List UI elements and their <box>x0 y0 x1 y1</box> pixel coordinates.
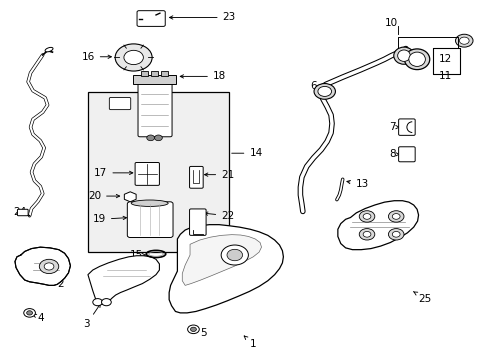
Text: 8: 8 <box>388 149 398 159</box>
Circle shape <box>391 213 399 219</box>
Text: 21: 21 <box>204 170 234 180</box>
Text: 23: 23 <box>169 13 235 22</box>
Polygon shape <box>182 235 261 285</box>
Text: 17: 17 <box>94 168 133 178</box>
Bar <box>161 71 167 76</box>
Circle shape <box>27 311 32 315</box>
Ellipse shape <box>404 49 429 69</box>
Text: 2: 2 <box>52 279 64 289</box>
Text: 9: 9 <box>406 55 417 65</box>
Text: 7: 7 <box>388 122 398 132</box>
Text: 13: 13 <box>346 179 368 189</box>
Circle shape <box>123 50 143 64</box>
Circle shape <box>115 44 152 71</box>
Circle shape <box>187 325 199 334</box>
Bar <box>151 71 158 76</box>
Text: 6: 6 <box>309 81 320 91</box>
Text: 22: 22 <box>204 211 234 221</box>
Circle shape <box>226 249 242 261</box>
Ellipse shape <box>393 47 413 64</box>
Text: 3: 3 <box>83 304 100 329</box>
Bar <box>432 48 459 73</box>
Ellipse shape <box>408 52 425 66</box>
Circle shape <box>363 231 370 237</box>
Circle shape <box>317 86 331 96</box>
FancyBboxPatch shape <box>189 166 203 188</box>
Circle shape <box>221 245 248 265</box>
Circle shape <box>24 309 35 317</box>
Text: 25: 25 <box>412 292 431 303</box>
FancyBboxPatch shape <box>138 81 172 137</box>
Circle shape <box>102 298 111 306</box>
Text: 1: 1 <box>244 336 255 348</box>
Circle shape <box>93 298 102 306</box>
FancyBboxPatch shape <box>137 11 165 26</box>
Circle shape <box>146 135 154 141</box>
Text: 12: 12 <box>438 54 451 64</box>
Text: 14: 14 <box>231 148 262 158</box>
Ellipse shape <box>45 48 53 52</box>
FancyBboxPatch shape <box>18 209 28 216</box>
Circle shape <box>313 84 335 99</box>
Polygon shape <box>169 225 283 313</box>
FancyBboxPatch shape <box>189 209 205 235</box>
FancyBboxPatch shape <box>135 162 159 185</box>
Circle shape <box>190 327 196 332</box>
FancyBboxPatch shape <box>109 98 130 110</box>
Circle shape <box>387 211 403 222</box>
Text: 4: 4 <box>32 313 44 323</box>
Circle shape <box>391 231 399 237</box>
Text: 15: 15 <box>130 250 146 260</box>
Circle shape <box>455 34 472 47</box>
Circle shape <box>458 37 468 44</box>
Circle shape <box>363 213 370 219</box>
Polygon shape <box>337 201 418 249</box>
Text: 10: 10 <box>384 18 397 28</box>
Circle shape <box>387 229 403 240</box>
Circle shape <box>359 211 374 222</box>
Text: 11: 11 <box>438 71 451 81</box>
FancyBboxPatch shape <box>127 202 173 238</box>
FancyBboxPatch shape <box>398 147 414 162</box>
Text: 16: 16 <box>81 52 111 62</box>
Circle shape <box>154 135 162 141</box>
Polygon shape <box>15 247 70 285</box>
Text: 18: 18 <box>180 71 225 81</box>
FancyBboxPatch shape <box>398 119 414 135</box>
Ellipse shape <box>397 50 409 62</box>
Circle shape <box>44 263 54 270</box>
Circle shape <box>39 259 59 274</box>
Ellipse shape <box>131 200 168 206</box>
Bar <box>141 71 148 76</box>
Bar <box>132 75 176 84</box>
Text: 24: 24 <box>14 207 27 217</box>
Circle shape <box>359 229 374 240</box>
Text: 5: 5 <box>194 328 206 338</box>
Text: 19: 19 <box>93 214 126 224</box>
Text: 20: 20 <box>88 191 120 201</box>
Polygon shape <box>88 256 159 304</box>
Bar <box>88 93 228 252</box>
